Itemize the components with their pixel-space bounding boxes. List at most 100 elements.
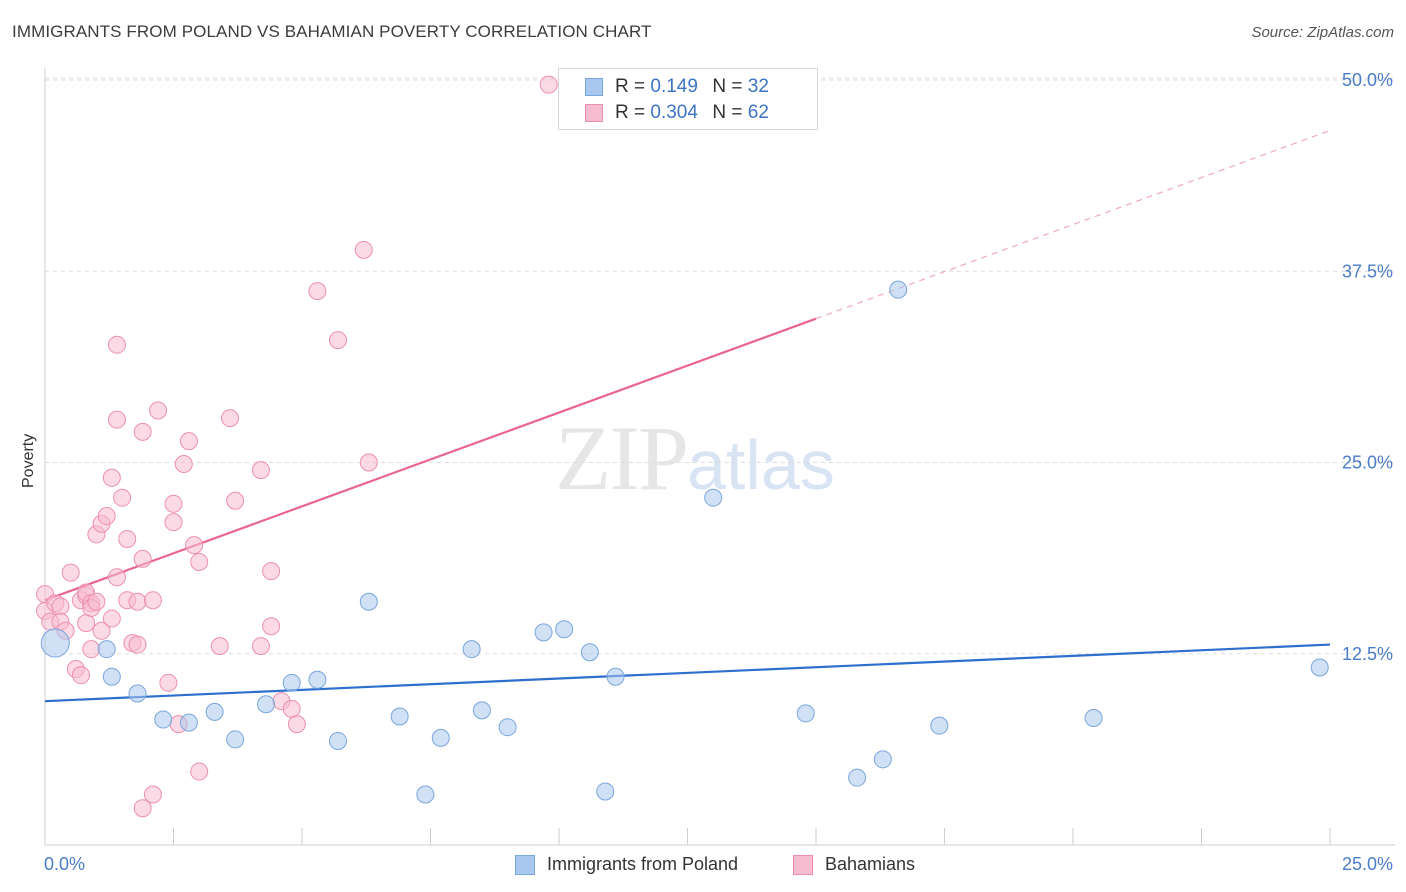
grid-lines (45, 77, 1395, 655)
legend-swatch-bahamians (585, 103, 603, 122)
bahamians-point (143, 591, 162, 610)
poland-point (1084, 709, 1103, 728)
bahamians-point (251, 461, 270, 480)
bahamians-point (359, 453, 378, 472)
legend-n-label: N = (712, 76, 748, 97)
axes (44, 68, 1395, 846)
bahamians-point (210, 637, 229, 656)
legend-n-label: N = (712, 102, 748, 123)
poland-point (873, 750, 892, 769)
bahamians-point (190, 552, 209, 571)
poland-point (848, 768, 867, 787)
poland-point (257, 695, 276, 714)
bahamians-point (102, 468, 121, 487)
poland-point (40, 628, 70, 658)
poland-point (462, 640, 481, 659)
bottom-legend-swatch-poland (515, 855, 535, 876)
bahamians-point (226, 491, 245, 510)
poland-point (282, 673, 301, 692)
poland-point (390, 707, 409, 726)
poland-point (534, 623, 553, 642)
poland-point (205, 702, 224, 721)
bahamians-point (143, 785, 162, 804)
bottom-legend-label-poland: Immigrants from Poland (547, 854, 739, 874)
legend-n-value: 62 (747, 102, 769, 123)
bahamians-point (107, 568, 126, 587)
poland-point (472, 701, 491, 720)
bahamians-point (133, 799, 152, 818)
poland-point (596, 782, 615, 801)
legend-row-bahamians: R = 0.304 N = 62 (585, 100, 769, 126)
bahamians-point (164, 494, 183, 513)
poland-point (555, 620, 574, 639)
bahamians-point (113, 488, 132, 507)
poland-point (498, 718, 517, 737)
poland-point (328, 731, 347, 750)
bahamians-point (107, 335, 126, 354)
bahamians-point (77, 614, 96, 633)
poland-point (226, 730, 245, 749)
poland-point (606, 667, 625, 686)
bahamians-point (102, 609, 121, 628)
watermark: ZIPatlas (555, 405, 835, 511)
legend-r-value: 0.149 (650, 76, 698, 97)
watermark-zip: ZIP (555, 407, 689, 509)
y-tick-label: 50.0% (1342, 70, 1393, 90)
bahamians-point (179, 432, 198, 451)
legend-row-poland: R = 0.149 N = 32 (585, 74, 769, 100)
poland-point (889, 280, 908, 299)
poland-point (416, 785, 435, 804)
poland-point (97, 640, 116, 659)
poland-point (1310, 658, 1329, 677)
bottom-legend-swatch-bahamians (793, 855, 813, 876)
poland-point (154, 710, 173, 729)
bahamians-point (128, 635, 147, 654)
bahamians-point (251, 637, 270, 656)
y-tick-label: 12.5% (1342, 644, 1393, 664)
legend-n-value: 32 (747, 76, 769, 97)
bahamians-point (164, 513, 183, 532)
bahamians-point (61, 563, 80, 582)
bahamians-point (190, 762, 209, 781)
bahamians-point (262, 562, 281, 581)
bottom-legend-bahamians: Bahamians (793, 852, 915, 876)
poland-point (580, 643, 599, 662)
poland-point (359, 592, 378, 611)
legend-swatch-poland (585, 77, 603, 96)
bottom-legend-poland: Immigrants from Poland (515, 852, 738, 876)
y-tick-label: 25.0% (1342, 453, 1393, 473)
bahamians-point (174, 455, 193, 474)
bahamians-point (354, 240, 373, 259)
poland-point (102, 667, 121, 686)
bahamians-point (97, 507, 116, 526)
bahamians-point (87, 592, 106, 611)
bahamians-point (149, 401, 168, 420)
bahamians-point (128, 592, 147, 611)
bahamians-point (328, 331, 347, 350)
poland-point (179, 713, 198, 732)
bahamians-point (221, 409, 240, 428)
y-tick-label: 37.5% (1342, 261, 1393, 281)
bottom-legend-label-bahamians: Bahamians (825, 854, 916, 874)
poland-points (40, 280, 1329, 804)
legend: R = 0.149 N = 32 R = 0.304 N = 62 (558, 68, 818, 130)
poland-point (704, 488, 723, 507)
bahamians-point (282, 699, 301, 718)
x-tick-label: 0.0% (44, 854, 85, 874)
legend-r-value: 0.304 (650, 102, 698, 123)
tick-labels: 12.5% 25.0% 37.5% 50.0% 0.0% 25.0% (44, 70, 1393, 874)
y-axis-label: Poverty (20, 434, 37, 488)
bahamians-point (51, 597, 70, 616)
bahamians-point (287, 715, 306, 734)
bahamians-point (118, 530, 137, 548)
bahamians-points (36, 75, 558, 818)
poland-point (431, 728, 450, 747)
legend-r-label: R = (615, 102, 651, 123)
bahamians-point (82, 640, 101, 659)
bahamians-point (133, 549, 152, 568)
poland-point (796, 704, 815, 723)
bahamians-point (159, 673, 178, 692)
bahamians-point (133, 422, 152, 441)
poland-trend-line (44, 643, 1331, 703)
